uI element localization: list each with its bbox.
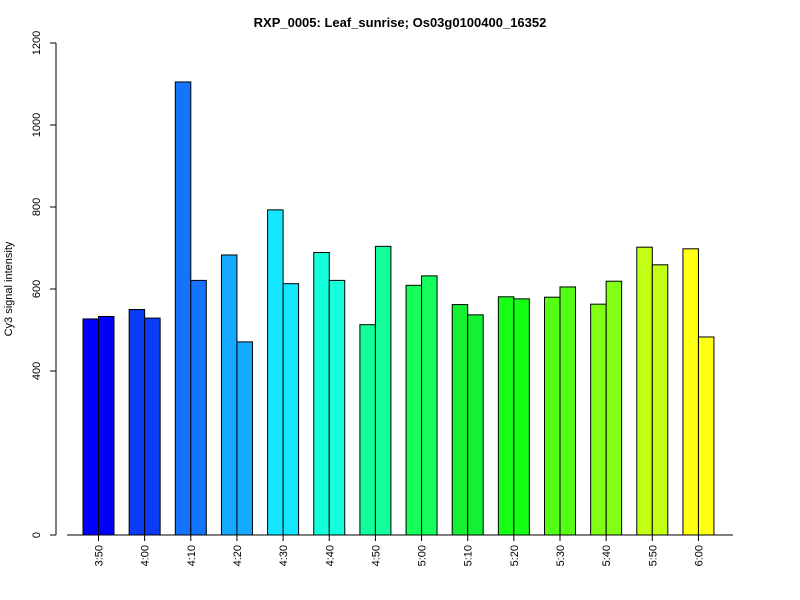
x-tick-label-450: 4:50	[370, 545, 382, 566]
x-tick-label-430: 4:30	[278, 545, 290, 566]
bar-440-rep1	[313, 252, 330, 536]
bar-440-rep2	[328, 279, 346, 536]
bar-500-rep2	[421, 275, 438, 536]
bar-430-rep1	[267, 209, 284, 536]
chart-title: RXP_0005: Leaf_sunrise; Os03g0100400_163…	[254, 15, 547, 30]
bar-510-rep2	[467, 314, 484, 536]
x-tick-label-440: 4:40	[324, 545, 336, 566]
x-tick-label-510: 5:10	[463, 545, 475, 566]
x-tick-label-420: 4:20	[232, 545, 244, 566]
bar-420-rep2	[236, 341, 253, 536]
bar-550-rep1	[636, 246, 653, 536]
x-tick-label-550: 5:50	[647, 545, 659, 566]
x-tick-label-350: 3:50	[94, 545, 106, 566]
y-tick-label-1000: 1000	[31, 113, 43, 137]
bar-400-rep1	[128, 309, 146, 536]
x-tick-label-600: 6:00	[693, 545, 705, 566]
x-tick-label-400: 4:00	[140, 545, 152, 566]
x-tick-label-500: 5:00	[417, 545, 429, 566]
bar-410-rep1	[174, 81, 192, 536]
bar-540-rep1	[590, 303, 607, 536]
x-tick-label-530: 5:30	[555, 545, 567, 566]
bar-420-rep1	[220, 254, 238, 536]
bar-430-rep2	[282, 283, 300, 536]
bar-600-rep2	[697, 336, 715, 536]
y-tick-label-0: 0	[31, 532, 43, 538]
bar-450-rep2	[374, 245, 392, 536]
y-axis: 0 400 600 800 1000 1200	[31, 31, 57, 538]
bar-350-rep1	[82, 318, 99, 536]
bar-520-rep2	[513, 298, 530, 536]
x-axis: 3:50 4:00 4:10 4:20 4:30 4:40 4:50 5:00 5:10 5:20…	[67, 534, 733, 566]
bar-520-rep1	[497, 296, 515, 536]
bar-530-rep1	[544, 296, 561, 536]
y-axis-label: Cy3 signal intensity	[3, 241, 15, 336]
bar-550-rep2	[651, 264, 669, 536]
y-tick-label-1200: 1200	[31, 31, 43, 55]
y-tick-label-800: 800	[31, 198, 43, 216]
y-tick-label-600: 600	[31, 280, 43, 298]
bar-530-rep2	[559, 286, 576, 536]
bar-450-rep1	[359, 324, 376, 536]
bar-540-rep2	[605, 280, 623, 536]
x-tick-label-410: 4:10	[186, 545, 198, 566]
bar-600-rep1	[682, 248, 699, 536]
x-tick-label-540: 5:40	[601, 545, 613, 566]
x-tick-label-520: 5:20	[509, 545, 521, 566]
bar-400-rep2	[144, 317, 161, 536]
y-tick-label-400: 400	[31, 362, 43, 380]
bar-350-rep2	[98, 315, 115, 536]
bar-410-rep2	[190, 279, 207, 536]
bars-layer	[82, 81, 715, 536]
bar-500-rep1	[405, 284, 423, 536]
bar-510-rep1	[451, 304, 469, 536]
